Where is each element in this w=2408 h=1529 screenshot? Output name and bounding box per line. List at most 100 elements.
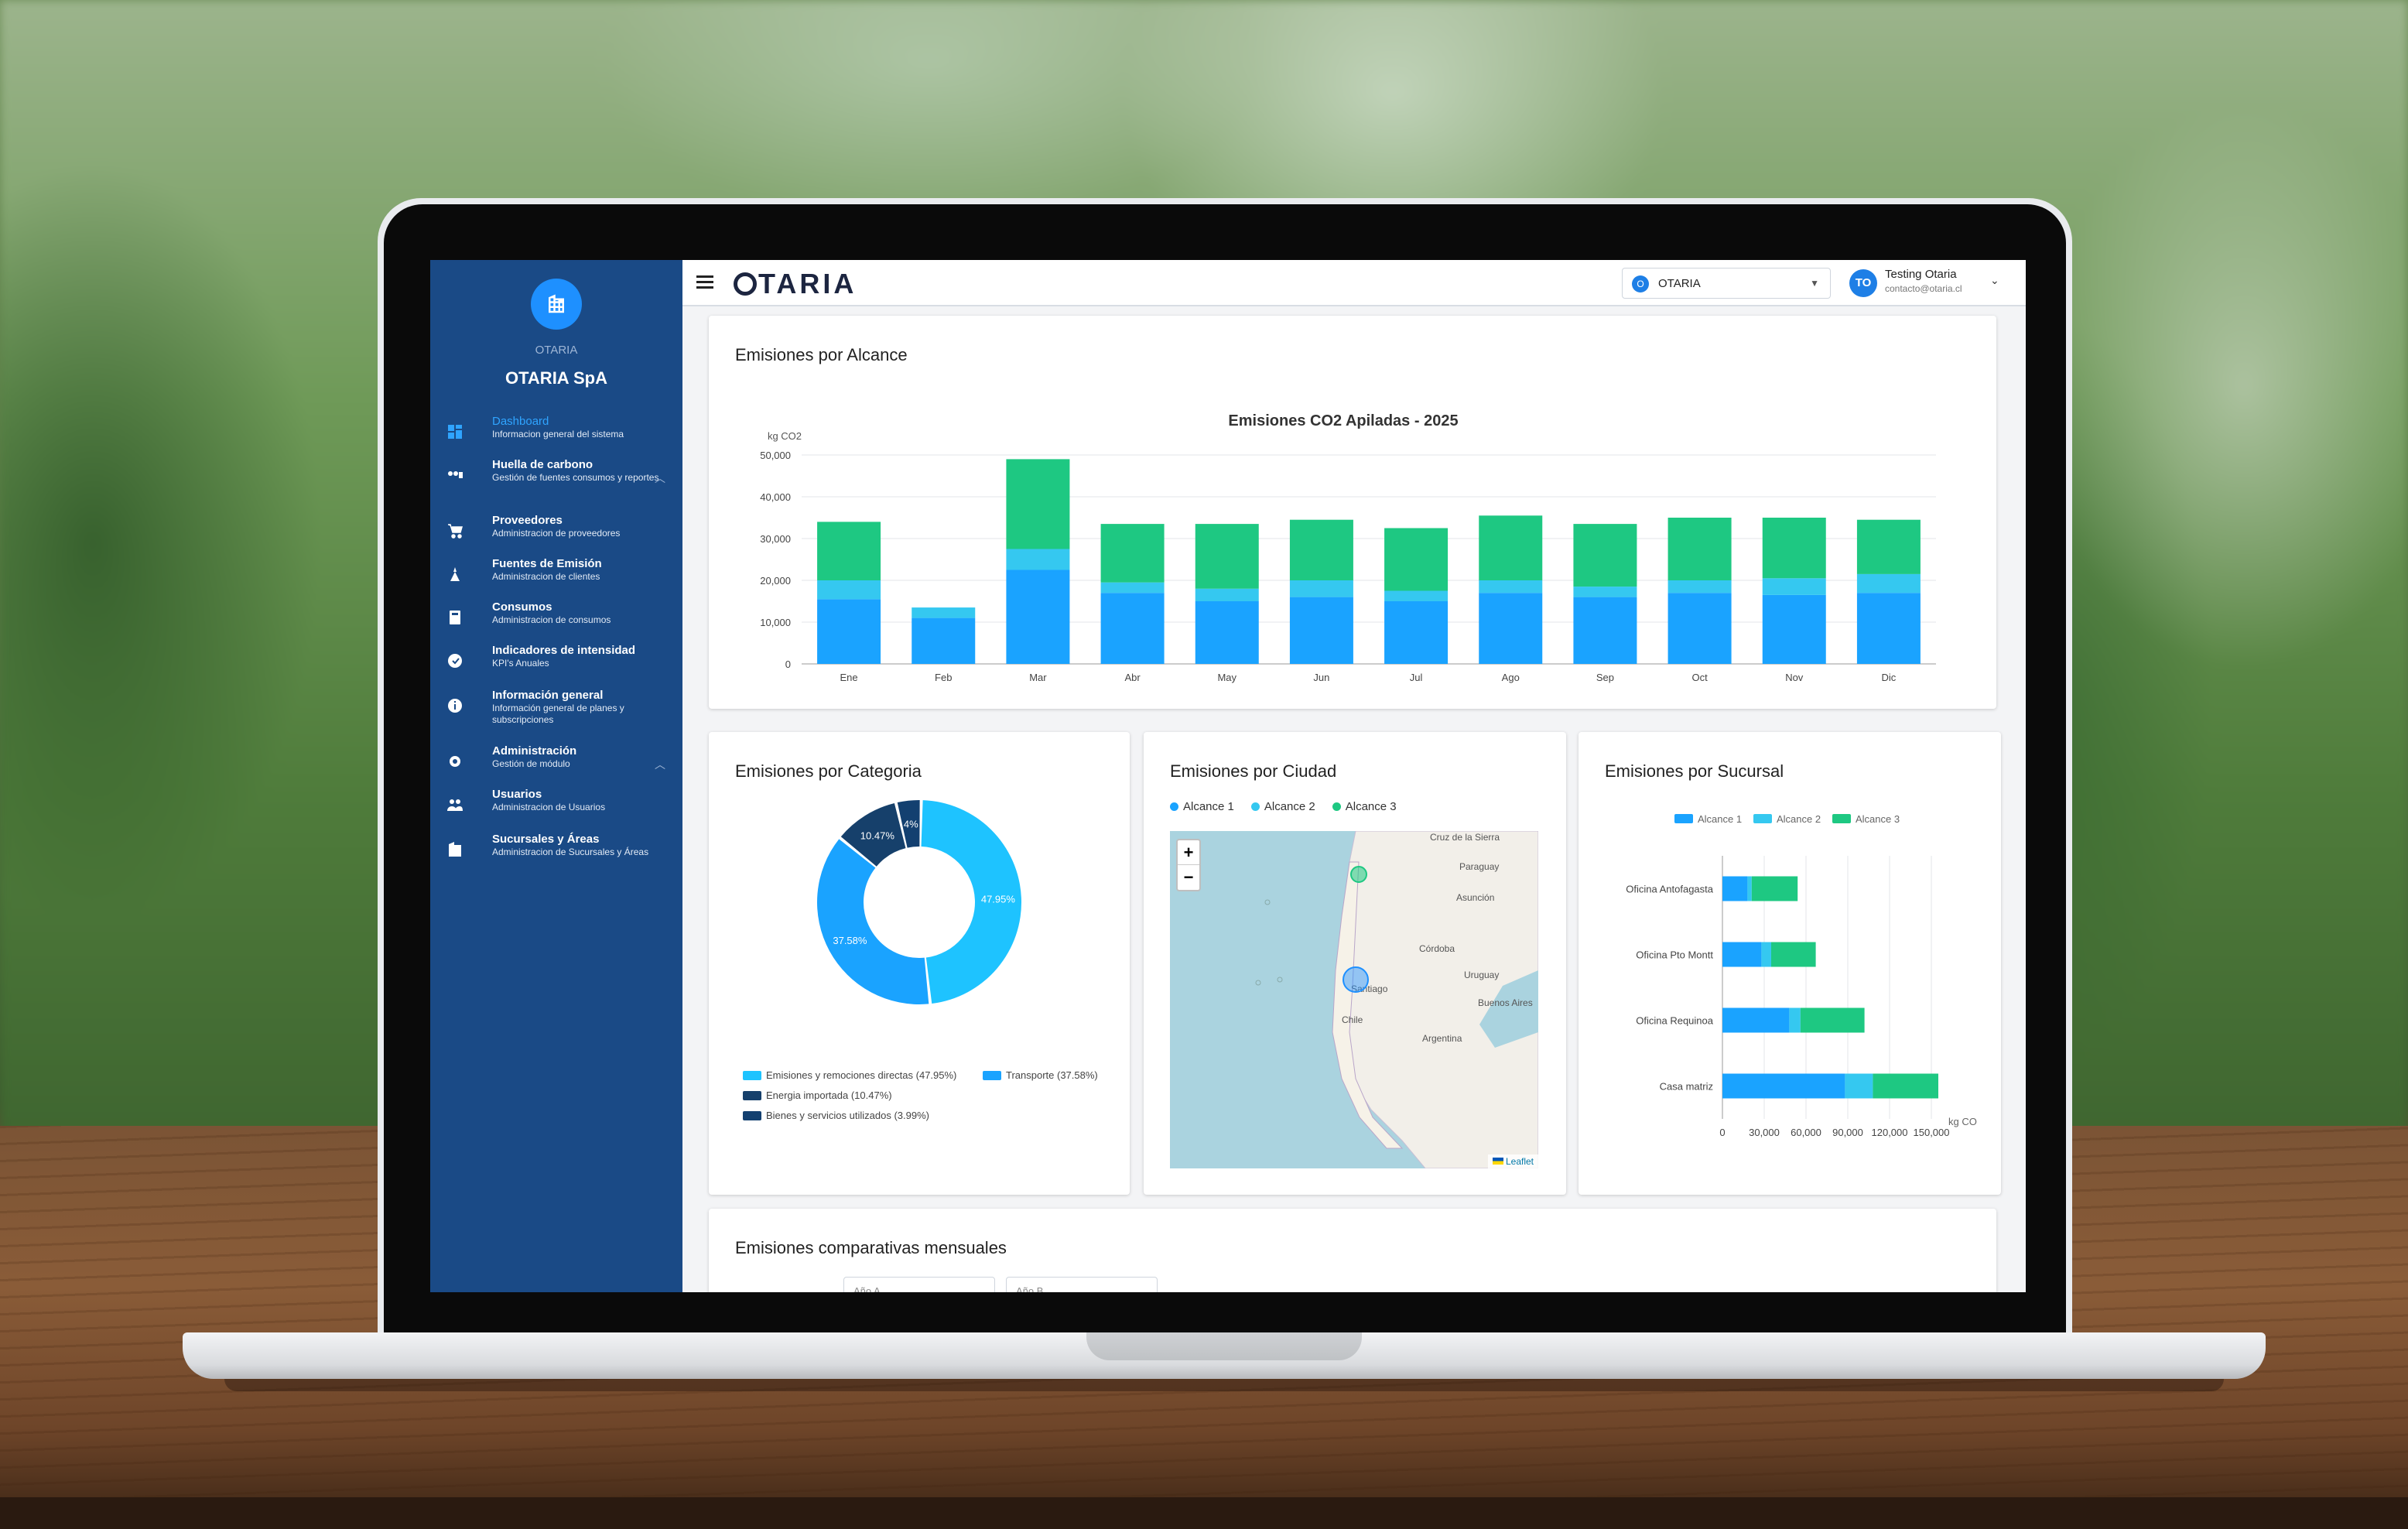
sidebar-item-proveedores[interactable]: Proveedores Administracion de proveedores xyxy=(430,514,682,557)
bar-segment-alcance-3[interactable] xyxy=(1856,519,1921,574)
year-a-input[interactable]: Año A xyxy=(843,1277,995,1292)
bar-segment-alcance-2[interactable] xyxy=(1845,1073,1873,1099)
bar-segment-alcance-1[interactable] xyxy=(1479,593,1543,664)
chevron-up-icon[interactable]: ︿ xyxy=(655,472,665,484)
bar-segment-alcance-3[interactable] xyxy=(1384,528,1449,591)
org-select[interactable]: O OTARIA ▼ xyxy=(1622,268,1831,299)
y-tick-label: Oficina Requinoa xyxy=(1636,1015,1713,1027)
bar-segment-alcance-3[interactable] xyxy=(1762,518,1826,579)
bar-segment-alcance-1[interactable] xyxy=(1856,593,1921,664)
consumption-icon xyxy=(446,608,464,627)
legend-item[interactable]: Bienes y servicios utilizados (3.99%) xyxy=(743,1110,929,1121)
sidebar-item-información-general[interactable]: Información general Información general d… xyxy=(430,689,682,732)
legend-item[interactable]: Energia importada (10.47%) xyxy=(743,1089,892,1101)
sidebar-item-usuarios[interactable]: Usuarios Administracion de Usuarios xyxy=(430,788,682,831)
sidebar-item-sucursales-y-áreas[interactable]: Sucursales y Áreas Administracion de Sucu… xyxy=(430,833,682,876)
zoom-in-button[interactable]: + xyxy=(1178,840,1199,865)
donut-slice[interactable] xyxy=(897,800,920,848)
map-marker-alcance-3[interactable] xyxy=(1350,866,1367,883)
bar-segment-alcance-3[interactable] xyxy=(1751,876,1798,901)
avatar[interactable]: TO xyxy=(1849,269,1877,297)
bar-segment-alcance-3[interactable] xyxy=(1800,1007,1865,1033)
bar-segment-alcance-3[interactable] xyxy=(1573,524,1637,587)
bar-segment-alcance-2[interactable] xyxy=(1289,580,1353,597)
bar-segment-alcance-1[interactable] xyxy=(1100,593,1165,664)
bar-segment-alcance-3[interactable] xyxy=(817,522,881,580)
map-legend-item[interactable]: Alcance 3 xyxy=(1332,800,1397,813)
map-legend-item[interactable]: Alcance 1 xyxy=(1170,800,1234,813)
x-tick-label: Abr xyxy=(1124,672,1141,683)
bar-segment-alcance-2[interactable] xyxy=(1100,582,1165,593)
bar-segment-alcance-1[interactable] xyxy=(1289,597,1353,664)
chevron-up-icon[interactable]: ︿ xyxy=(655,758,665,771)
bar-segment-alcance-1[interactable] xyxy=(1384,601,1449,664)
legend-label[interactable]: Alcance 1 xyxy=(1698,813,1742,825)
year-b-input[interactable]: Año B xyxy=(1006,1277,1158,1292)
map-marker-alcance-1[interactable] xyxy=(1343,966,1369,993)
bar-segment-alcance-1[interactable] xyxy=(1762,594,1826,664)
bar-segment-alcance-2[interactable] xyxy=(1006,549,1070,570)
bar-segment-alcance-2[interactable] xyxy=(817,580,881,600)
sidebar-item-huella-de-carbono[interactable]: Huella de carbono Gestión de fuentes cons… xyxy=(430,458,682,501)
bar-segment-alcance-3[interactable] xyxy=(1771,942,1816,967)
bar-segment-alcance-1[interactable] xyxy=(1722,1073,1845,1099)
sidebar-item-dashboard[interactable]: Dashboard Informacion general del sistema xyxy=(430,415,682,458)
bar-segment-alcance-3[interactable] xyxy=(1195,524,1259,589)
sidebar-item-label: Información general xyxy=(492,689,604,702)
bar-segment-alcance-2[interactable] xyxy=(1761,942,1771,967)
bar-segment-alcance-1[interactable] xyxy=(1006,570,1070,665)
sidebar-item-fuentes-de-emisión[interactable]: Fuentes de Emisión Administracion de clie… xyxy=(430,557,682,600)
map[interactable]: Cruz de la Sierra Paraguay Asunción Córdoba… xyxy=(1170,831,1538,1168)
users-icon xyxy=(446,795,464,814)
legend-swatch xyxy=(743,1070,761,1080)
bar-segment-alcance-1[interactable] xyxy=(1195,601,1259,664)
gear-icon xyxy=(446,752,464,771)
donut-slice[interactable] xyxy=(817,839,929,1004)
bar-segment-alcance-2[interactable] xyxy=(1747,876,1752,901)
bar-segment-alcance-3[interactable] xyxy=(1006,459,1070,549)
bar-segment-alcance-3[interactable] xyxy=(1667,518,1732,580)
bar-segment-alcance-1[interactable] xyxy=(817,599,881,664)
menu-icon[interactable] xyxy=(696,275,713,289)
x-tick-label: 30,000 xyxy=(1749,1127,1780,1138)
bar-segment-alcance-1[interactable] xyxy=(1573,597,1637,664)
bar-segment-alcance-2[interactable] xyxy=(1667,580,1732,593)
legend-label: Alcance 1 xyxy=(1183,800,1234,813)
bar-segment-alcance-2[interactable] xyxy=(1384,590,1449,602)
bar-segment-alcance-3[interactable] xyxy=(1873,1073,1938,1099)
zoom-out-button[interactable]: − xyxy=(1183,867,1194,887)
chevron-down-icon[interactable]: ⌄ xyxy=(1990,274,1999,286)
bar-segment-alcance-2[interactable] xyxy=(1856,573,1921,593)
laptop-shadow xyxy=(224,1379,2224,1391)
legend-label[interactable]: Alcance 3 xyxy=(1856,813,1900,825)
bar-segment-alcance-1[interactable] xyxy=(912,617,976,664)
map-legend-item[interactable]: Alcance 2 xyxy=(1250,800,1315,813)
sidebar-item-administración[interactable]: Administración Gestión de módulo ︿ xyxy=(430,744,682,788)
bar-segment-alcance-2[interactable] xyxy=(1789,1007,1801,1033)
bar-segment-alcance-2[interactable] xyxy=(1573,587,1637,597)
bar-segment-alcance-1[interactable] xyxy=(1722,942,1762,967)
bar-segment-alcance-1[interactable] xyxy=(1722,876,1748,901)
donut-slice[interactable] xyxy=(840,802,906,867)
bar-segment-alcance-2[interactable] xyxy=(1762,578,1826,595)
bar-segment-alcance-1[interactable] xyxy=(1722,1007,1790,1033)
legend-label[interactable]: Alcance 2 xyxy=(1777,813,1821,825)
sidebar-item-indicadores-de-intensidad[interactable]: Indicadores de intensidad KPI's Anuales xyxy=(430,644,682,687)
legend-item[interactable]: Transporte (37.58%) xyxy=(983,1069,1098,1081)
bar-segment-alcance-3[interactable] xyxy=(1289,519,1353,580)
map-attribution[interactable]: Leaflet xyxy=(1487,1154,1538,1168)
bar-segment-alcance-2[interactable] xyxy=(912,607,976,618)
chart-title: Emisiones CO2 Apiladas - 2025 xyxy=(1228,412,1458,429)
bar-segment-alcance-2[interactable] xyxy=(1195,588,1259,601)
bar-segment-alcance-3[interactable] xyxy=(1100,524,1165,583)
legend-item[interactable]: Emisiones y remociones directas (47.95%) xyxy=(743,1069,956,1081)
bar-segment-alcance-2[interactable] xyxy=(1479,580,1543,593)
donut-slice[interactable] xyxy=(921,800,1022,1004)
sidebar-item-consumos[interactable]: Consumos Administracion de consumos xyxy=(430,600,682,644)
map-label: Cruz de la Sierra xyxy=(1430,832,1500,843)
bar-segment-alcance-3[interactable] xyxy=(1479,515,1543,580)
sidebar-item-label: Huella de carbono xyxy=(492,458,593,471)
y-tick-label: 40,000 xyxy=(760,491,791,503)
bar-segment-alcance-1[interactable] xyxy=(1667,593,1732,664)
map-tiles: Cruz de la Sierra Paraguay Asunción Córdoba… xyxy=(1255,831,1538,1168)
